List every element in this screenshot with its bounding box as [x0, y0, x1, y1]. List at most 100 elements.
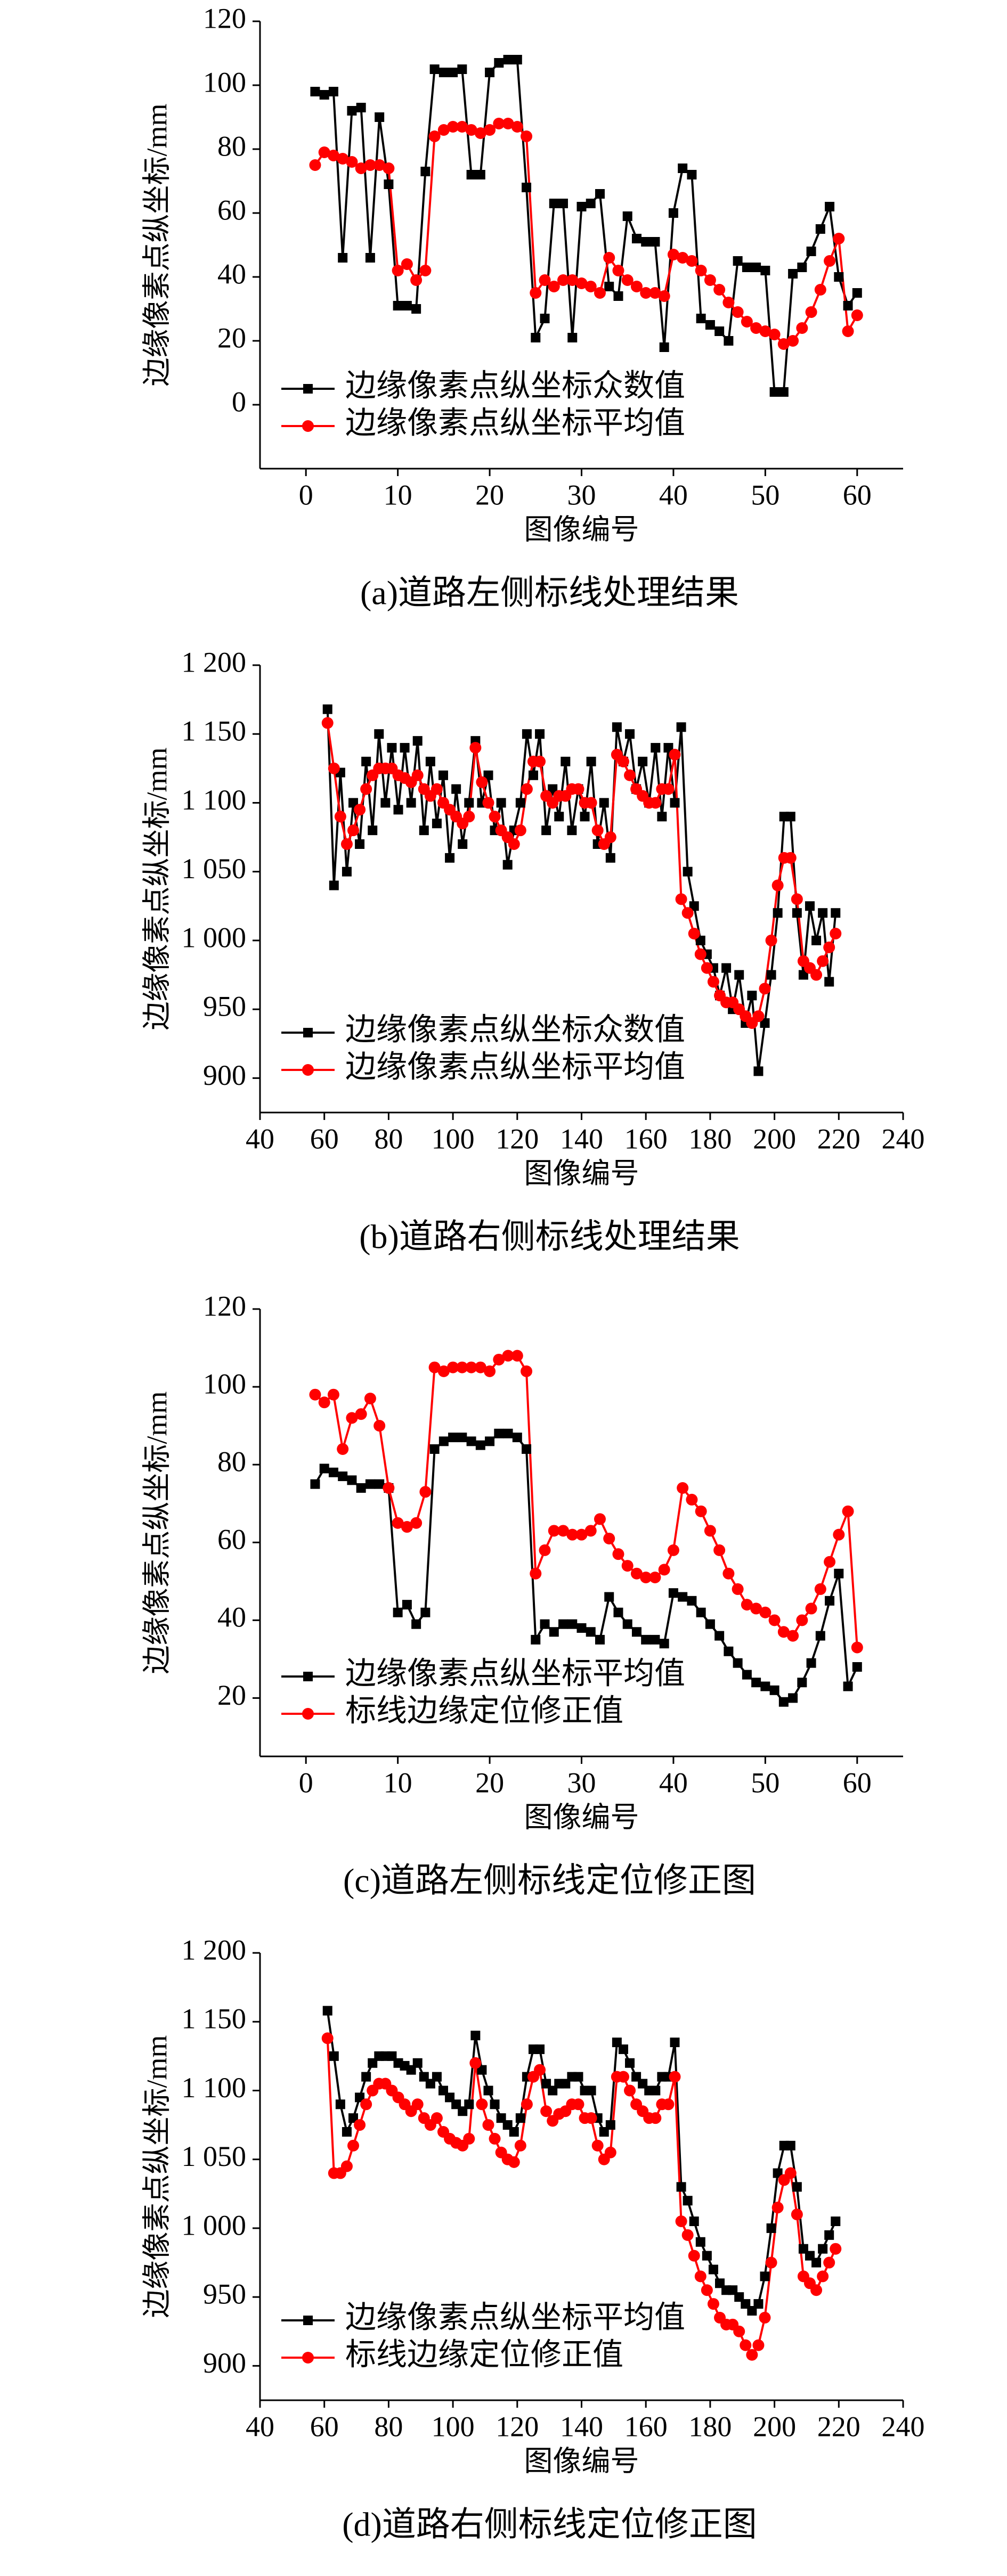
marker	[463, 2132, 475, 2145]
marker	[356, 1483, 366, 1493]
marker	[760, 1018, 770, 1028]
y-axis-label: 边缘像素点纵坐标/mm	[141, 2035, 173, 2318]
y-tick-label: 20	[217, 322, 246, 354]
marker	[437, 1365, 450, 1377]
marker	[411, 304, 421, 314]
x-axis-label: 图像编号	[524, 1157, 639, 1189]
marker	[818, 908, 828, 918]
marker	[641, 237, 651, 247]
marker	[724, 336, 734, 346]
marker	[337, 1443, 349, 1455]
marker	[419, 265, 432, 276]
marker	[477, 2065, 487, 2075]
marker	[347, 2139, 360, 2152]
marker	[464, 798, 474, 808]
y-axis-label: 边缘像素点纵坐标/mm	[141, 747, 173, 1030]
marker	[713, 1544, 726, 1556]
marker	[347, 106, 357, 116]
marker	[722, 1567, 735, 1580]
marker	[575, 1528, 588, 1541]
marker	[448, 68, 458, 77]
marker	[558, 199, 569, 208]
marker	[411, 769, 424, 781]
marker	[420, 167, 431, 176]
marker	[322, 704, 332, 714]
marker	[360, 783, 372, 795]
marker	[741, 316, 753, 328]
marker	[630, 281, 643, 292]
marker	[347, 1475, 357, 1485]
marker	[375, 1479, 385, 1489]
marker	[364, 159, 376, 171]
marker	[572, 2098, 584, 2111]
marker	[663, 743, 673, 753]
marker	[348, 2113, 359, 2123]
marker	[573, 2072, 583, 2082]
marker	[347, 824, 360, 837]
marker	[566, 274, 579, 286]
y-tick-label: 120	[203, 2, 246, 34]
marker	[521, 783, 533, 795]
marker	[704, 1525, 716, 1537]
x-tick-label: 240	[882, 2410, 925, 2442]
marker	[604, 2146, 616, 2158]
marker	[694, 2270, 706, 2283]
marker	[401, 1521, 413, 1533]
marker	[732, 306, 744, 318]
marker	[659, 342, 669, 352]
marker	[502, 860, 513, 870]
marker	[428, 130, 441, 142]
marker	[814, 1583, 826, 1595]
marker	[584, 1525, 597, 1537]
marker	[534, 755, 546, 767]
marker	[585, 2112, 597, 2124]
marker	[475, 170, 485, 179]
marker	[456, 121, 468, 133]
marker	[605, 2120, 615, 2130]
marker	[466, 170, 476, 179]
marker	[631, 234, 641, 243]
marker	[599, 798, 609, 808]
marker	[303, 2316, 313, 2325]
y-tick-label: 1 150	[182, 2003, 247, 2035]
marker	[309, 1388, 321, 1401]
marker	[695, 265, 707, 276]
marker	[604, 1592, 614, 1602]
marker	[773, 2168, 783, 2178]
x-tick-label: 0	[299, 1767, 313, 1798]
marker	[535, 729, 545, 739]
marker	[722, 297, 735, 308]
marker	[457, 64, 467, 74]
marker	[824, 1556, 836, 1568]
marker	[842, 325, 854, 337]
marker	[531, 333, 541, 342]
marker	[355, 162, 367, 174]
marker	[437, 124, 450, 136]
y-tick-label: 1 100	[182, 784, 247, 816]
marker	[482, 2119, 494, 2131]
marker	[541, 825, 551, 836]
marker	[658, 1564, 670, 1576]
marker	[772, 2202, 784, 2214]
marker	[328, 87, 338, 96]
marker	[438, 770, 448, 780]
marker	[528, 770, 538, 780]
x-tick-label: 60	[843, 1767, 872, 1798]
x-tick-label: 40	[246, 2410, 274, 2442]
marker	[508, 838, 520, 850]
marker	[447, 121, 459, 133]
marker	[328, 762, 340, 774]
marker	[815, 224, 825, 234]
marker	[604, 831, 616, 844]
marker	[474, 127, 486, 139]
marker	[625, 729, 635, 739]
marker	[302, 1064, 314, 1076]
marker	[342, 2127, 352, 2137]
marker	[696, 1607, 706, 1617]
caption: (d)道路右侧标线定位修正图	[342, 2506, 757, 2544]
marker	[340, 838, 353, 850]
marker	[617, 2071, 629, 2083]
x-tick-label: 40	[659, 479, 688, 511]
marker	[465, 1361, 477, 1373]
marker	[785, 2140, 795, 2150]
